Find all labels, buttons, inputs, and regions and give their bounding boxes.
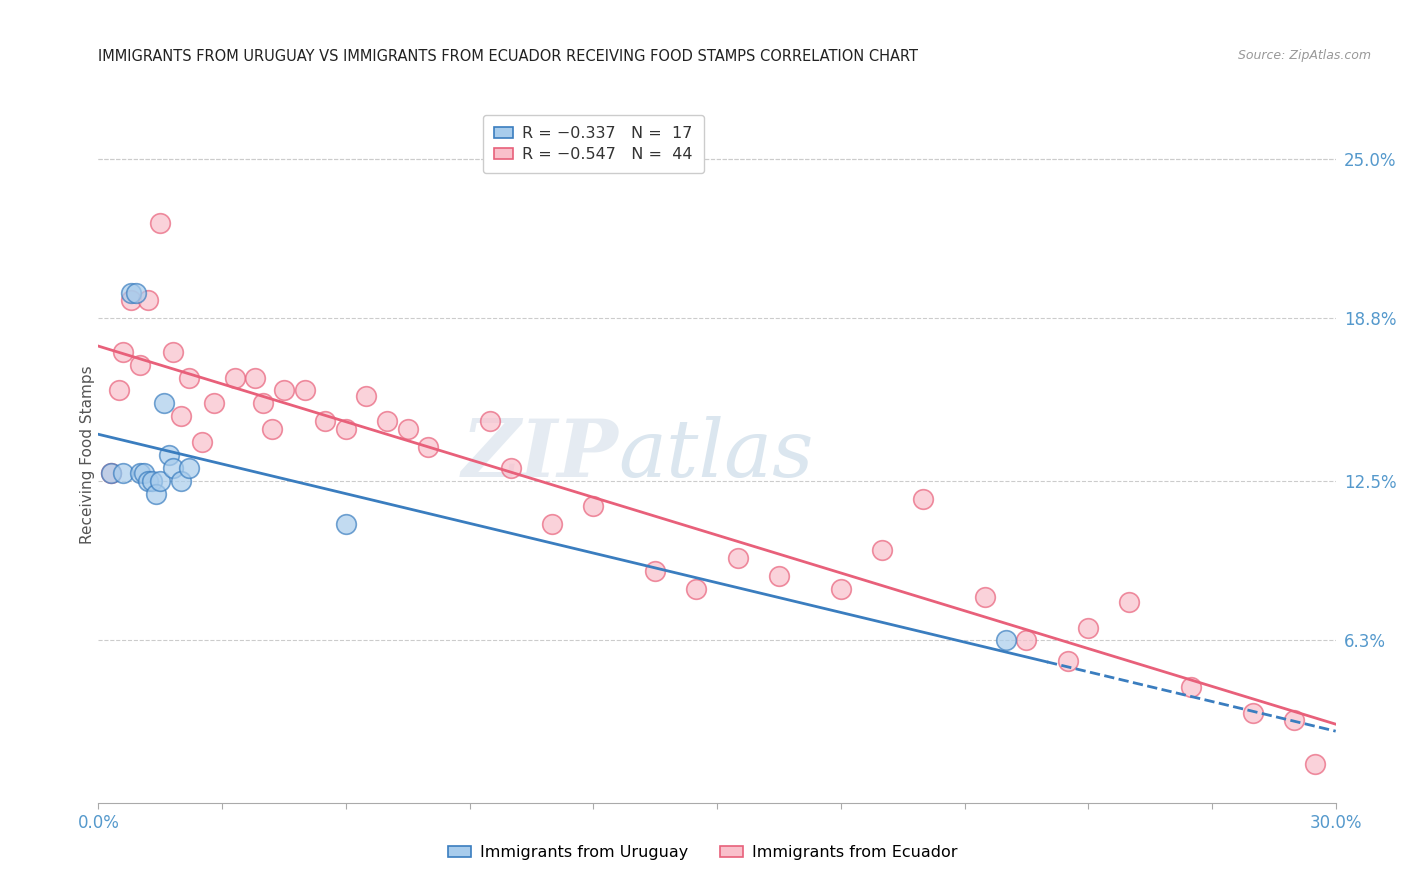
Point <box>128 358 150 372</box>
Point <box>120 293 142 308</box>
Point <box>252 396 274 410</box>
Point <box>124 285 146 300</box>
Point <box>190 435 212 450</box>
Point <box>132 466 155 480</box>
Point <box>912 491 935 506</box>
Point <box>974 590 997 604</box>
Point <box>1118 595 1140 609</box>
Point <box>149 216 172 230</box>
Point <box>830 582 852 596</box>
Point <box>314 414 336 428</box>
Text: Source: ZipAtlas.com: Source: ZipAtlas.com <box>1237 49 1371 62</box>
Point <box>243 370 266 384</box>
Point <box>108 384 131 398</box>
Point <box>128 466 150 480</box>
Point <box>335 422 357 436</box>
Point <box>260 422 283 436</box>
Text: ZIP: ZIP <box>461 417 619 493</box>
Legend: R = −0.337   N =  17, R = −0.547   N =  44: R = −0.337 N = 17, R = −0.547 N = 44 <box>482 115 704 173</box>
Point <box>149 474 172 488</box>
Point <box>1303 757 1326 772</box>
Point <box>1015 633 1038 648</box>
Point <box>727 551 749 566</box>
Point <box>179 460 201 475</box>
Point <box>162 344 184 359</box>
Point <box>202 396 225 410</box>
Point <box>273 384 295 398</box>
Point <box>396 422 419 436</box>
Point <box>141 474 163 488</box>
Point <box>120 285 142 300</box>
Point <box>685 582 707 596</box>
Legend: Immigrants from Uruguay, Immigrants from Ecuador: Immigrants from Uruguay, Immigrants from… <box>441 838 965 866</box>
Point <box>157 448 180 462</box>
Point <box>644 564 666 578</box>
Point <box>224 370 246 384</box>
Point <box>136 293 159 308</box>
Point <box>479 414 502 428</box>
Point <box>1241 706 1264 720</box>
Text: atlas: atlas <box>619 417 814 493</box>
Point <box>499 460 522 475</box>
Point <box>582 500 605 514</box>
Point <box>145 486 167 500</box>
Point <box>162 460 184 475</box>
Point <box>375 414 398 428</box>
Point <box>294 384 316 398</box>
Point <box>170 474 193 488</box>
Point <box>1077 621 1099 635</box>
Point <box>994 633 1017 648</box>
Point <box>335 517 357 532</box>
Point <box>541 517 564 532</box>
Point <box>112 466 135 480</box>
Point <box>100 466 122 480</box>
Point <box>1180 680 1202 694</box>
Point <box>170 409 193 424</box>
Point <box>179 370 201 384</box>
Point <box>1284 714 1306 728</box>
Point <box>768 569 790 583</box>
Text: IMMIGRANTS FROM URUGUAY VS IMMIGRANTS FROM ECUADOR RECEIVING FOOD STAMPS CORRELA: IMMIGRANTS FROM URUGUAY VS IMMIGRANTS FR… <box>98 49 918 64</box>
Point <box>112 344 135 359</box>
Point <box>870 543 893 558</box>
Point <box>100 466 122 480</box>
Point <box>136 474 159 488</box>
Point <box>1056 654 1078 668</box>
Point <box>418 440 440 454</box>
Point <box>153 396 176 410</box>
Y-axis label: Receiving Food Stamps: Receiving Food Stamps <box>80 366 94 544</box>
Point <box>356 389 378 403</box>
